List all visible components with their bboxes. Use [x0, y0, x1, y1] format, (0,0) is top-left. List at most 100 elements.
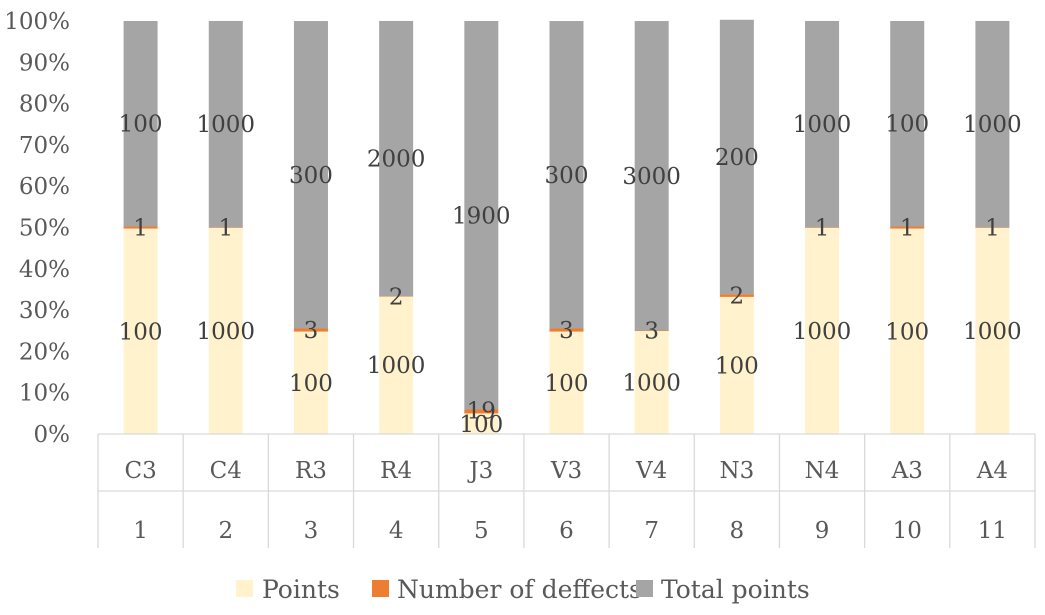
bar-segment	[634, 330, 669, 332]
x-tick-label: N4	[805, 458, 840, 484]
x-tick-label: A3	[891, 458, 923, 484]
y-tick-label: 50%	[19, 216, 70, 242]
y-tick-label: 100%	[4, 9, 70, 35]
x-tick-index-label: 8	[730, 518, 745, 544]
bar-segment	[293, 328, 328, 332]
data-label: 100	[715, 353, 759, 379]
bar-segment	[975, 20, 1010, 228]
data-labels: 100 1 100 1000 1 1000 100 3 300 1000 2 2000 100 19 190…	[119, 112, 1022, 438]
data-label: 1000	[196, 319, 255, 345]
data-label: 19	[467, 399, 496, 425]
data-label: 100	[885, 319, 929, 345]
legend-swatch	[636, 580, 653, 597]
data-label: 1000	[793, 112, 852, 138]
y-axis-ticks: 0% 10% 20% 30% 40% 50% 60% 70% 80% 90% 100%	[4, 9, 70, 448]
bar-segment	[890, 226, 925, 229]
bar-segment	[464, 21, 499, 410]
y-tick-label: 40%	[19, 257, 70, 283]
bar-segment	[890, 228, 925, 434]
bar-segment	[123, 21, 158, 227]
data-label: 100	[289, 371, 333, 397]
bar-segment	[123, 226, 158, 229]
bar-segment	[975, 227, 1010, 228]
data-label: 3	[644, 319, 659, 345]
x-tick-index-label: 4	[389, 518, 404, 544]
bar-segment	[719, 296, 754, 434]
bar-segment	[805, 227, 840, 228]
x-tick-index-label: 6	[559, 518, 574, 544]
x-tick-index-label: 7	[644, 518, 659, 544]
y-tick-label: 70%	[19, 133, 70, 159]
x-tick-index-label: 3	[304, 518, 319, 544]
bar-segment	[719, 294, 754, 297]
bar-segment	[549, 328, 584, 332]
x-tick-index-label: 2	[218, 518, 233, 544]
bar-segment	[805, 227, 840, 434]
data-label: 1	[133, 216, 148, 242]
bar-segment	[208, 227, 243, 434]
y-tick-label: 20%	[19, 339, 70, 365]
x-tick-label: R4	[380, 458, 412, 484]
legend: Points Number of deffects Total points	[236, 575, 810, 604]
data-label: 300	[289, 163, 333, 189]
data-label: 2	[730, 284, 745, 310]
bar-segment	[634, 21, 669, 331]
bar-segment	[293, 331, 328, 434]
bar-segment	[379, 296, 414, 297]
y-tick-label: 60%	[19, 174, 70, 200]
bar-segment	[464, 409, 499, 414]
bar-segment	[208, 227, 243, 228]
x-tick-label: C3	[124, 458, 156, 484]
data-label: 100	[119, 112, 163, 138]
x-tick-index-label: 10	[893, 518, 922, 544]
bar-segment	[634, 330, 669, 434]
x-tick-index-label: 5	[474, 518, 489, 544]
x-tick-label: V3	[550, 458, 582, 484]
bar-segment	[293, 21, 328, 329]
y-tick-label: 10%	[19, 381, 70, 407]
x-tick-label: C4	[210, 458, 242, 484]
data-label: 3	[559, 318, 574, 344]
data-label: 3000	[622, 164, 681, 190]
x-tick-label: N3	[719, 458, 754, 484]
bar-segment	[379, 20, 414, 297]
x-tick-label: V4	[635, 458, 667, 484]
bar-segment	[123, 228, 158, 434]
data-label: 2	[389, 284, 404, 310]
data-label: 100	[545, 371, 589, 397]
data-label: 1	[815, 215, 830, 241]
bar-segment	[549, 21, 584, 329]
x-tick-label: J3	[467, 458, 493, 484]
data-label: 1900	[452, 203, 511, 229]
bar-segment	[975, 227, 1010, 434]
data-label: 1	[900, 216, 915, 242]
x-tick-label: R3	[295, 458, 327, 484]
y-tick-label: 80%	[19, 92, 70, 118]
legend-label: Total points	[661, 575, 810, 604]
x-axis: C3 1 C4 2 R3 3 R4 4 J3 5 V3 6 V4 7 N3 8 N4 9 A3 10 A4 11	[97, 433, 1036, 548]
x-tick-index-label: 1	[133, 518, 148, 544]
x-tick-label: A4	[976, 458, 1008, 484]
legend-swatch	[372, 580, 389, 597]
x-tick-index-label: 9	[815, 518, 830, 544]
data-label: 1	[218, 215, 233, 241]
data-label: 3	[304, 318, 319, 344]
bar-segment	[464, 413, 499, 434]
data-label: 100	[119, 319, 163, 345]
y-tick-label: 90%	[19, 50, 70, 76]
legend-label: Number of deffects	[397, 575, 642, 604]
bar-segment	[805, 20, 840, 228]
data-label: 100	[885, 112, 929, 138]
bar-segment	[719, 19, 754, 295]
legend-swatch	[236, 580, 253, 597]
data-label: 1000	[963, 319, 1022, 345]
bar-segment	[549, 331, 584, 434]
y-tick-label: 0%	[34, 422, 71, 448]
bar-segment	[890, 21, 925, 227]
y-tick-label: 30%	[19, 298, 70, 324]
data-label: 1000	[963, 112, 1022, 138]
data-label: 1000	[793, 319, 852, 345]
bar-segment	[379, 296, 414, 434]
data-label: 300	[545, 163, 589, 189]
